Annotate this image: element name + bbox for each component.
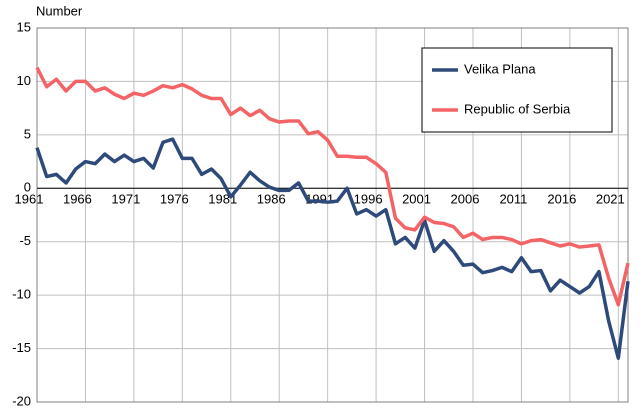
- x-tick-label: 1991: [305, 192, 334, 207]
- x-tick-label: 1996: [354, 192, 383, 207]
- legend-label: Velika Plana: [464, 61, 536, 76]
- y-tick-label: 15: [17, 19, 31, 34]
- x-tick-label: 1976: [160, 192, 189, 207]
- x-tick-label: 2016: [547, 192, 576, 207]
- y-tick-label: -15: [12, 340, 31, 355]
- y-axis-label: Number: [36, 3, 83, 18]
- y-tick-label: -10: [12, 287, 31, 302]
- legend-box: [421, 47, 613, 133]
- x-tick-label: 1966: [63, 192, 92, 207]
- legend: Velika Plana Republic of Serbia: [421, 47, 613, 133]
- x-tick-label: 2001: [402, 192, 431, 207]
- legend-label: Republic of Serbia: [464, 101, 571, 116]
- x-tick-label: 1961: [15, 192, 44, 207]
- y-tick-label: 0: [24, 180, 31, 195]
- x-tick-label: 2011: [499, 192, 527, 207]
- y-tick-label: -20: [12, 393, 31, 408]
- y-tick-label: -5: [19, 233, 31, 248]
- x-tick-label: 1971: [111, 192, 140, 207]
- y-tick-label: 5: [24, 126, 31, 141]
- line-series: [35, 137, 630, 360]
- y-tick-label: 10: [17, 73, 31, 88]
- x-tick-label: 1986: [257, 192, 286, 207]
- x-tick-label: 2006: [451, 192, 480, 207]
- x-tick-label: 2021: [596, 192, 625, 207]
- line-series: [35, 66, 630, 307]
- plot-frame: [36, 27, 629, 403]
